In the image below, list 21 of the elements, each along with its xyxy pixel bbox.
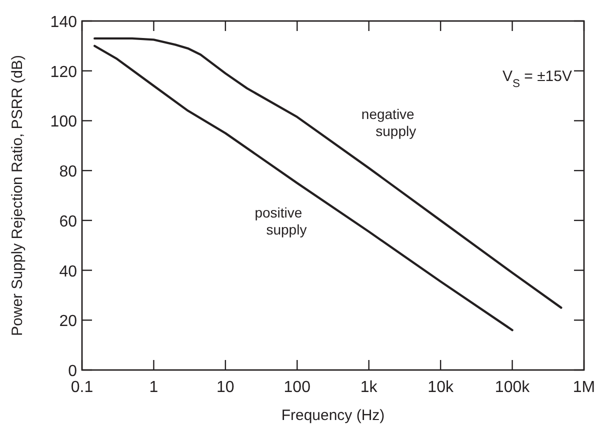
x-tick-label: 10k (428, 379, 454, 396)
y-tick-label: 120 (50, 64, 78, 81)
y-tick-label: 60 (59, 213, 78, 230)
y-tick-label: 20 (59, 313, 78, 330)
x-axis-title: Frequency (Hz) (281, 407, 385, 424)
series-label: positive supply (254, 204, 307, 238)
x-tick-label: 100k (494, 379, 531, 396)
x-tick-label: 1M (572, 379, 596, 396)
x-tick-label: 1 (149, 379, 158, 396)
y-axis-title: Power Supply Rejection Ratio, PSRR (dB) (9, 55, 26, 336)
annotation: V$_{S}$ = ±15V (502, 68, 572, 90)
x-tick-label: 10 (216, 379, 234, 396)
y-tick-label: 0 (68, 363, 78, 380)
x-tick-label: 1k (360, 379, 378, 396)
x-tick-label: 0.1 (70, 379, 94, 396)
y-tick-label: 40 (59, 263, 78, 280)
y-tick-label: 140 (50, 14, 78, 31)
y-tick-label: 100 (50, 114, 78, 131)
series-label: negative supply (361, 106, 416, 139)
y-tick-label: 80 (59, 164, 78, 181)
x-tick-label: 100 (284, 379, 311, 396)
